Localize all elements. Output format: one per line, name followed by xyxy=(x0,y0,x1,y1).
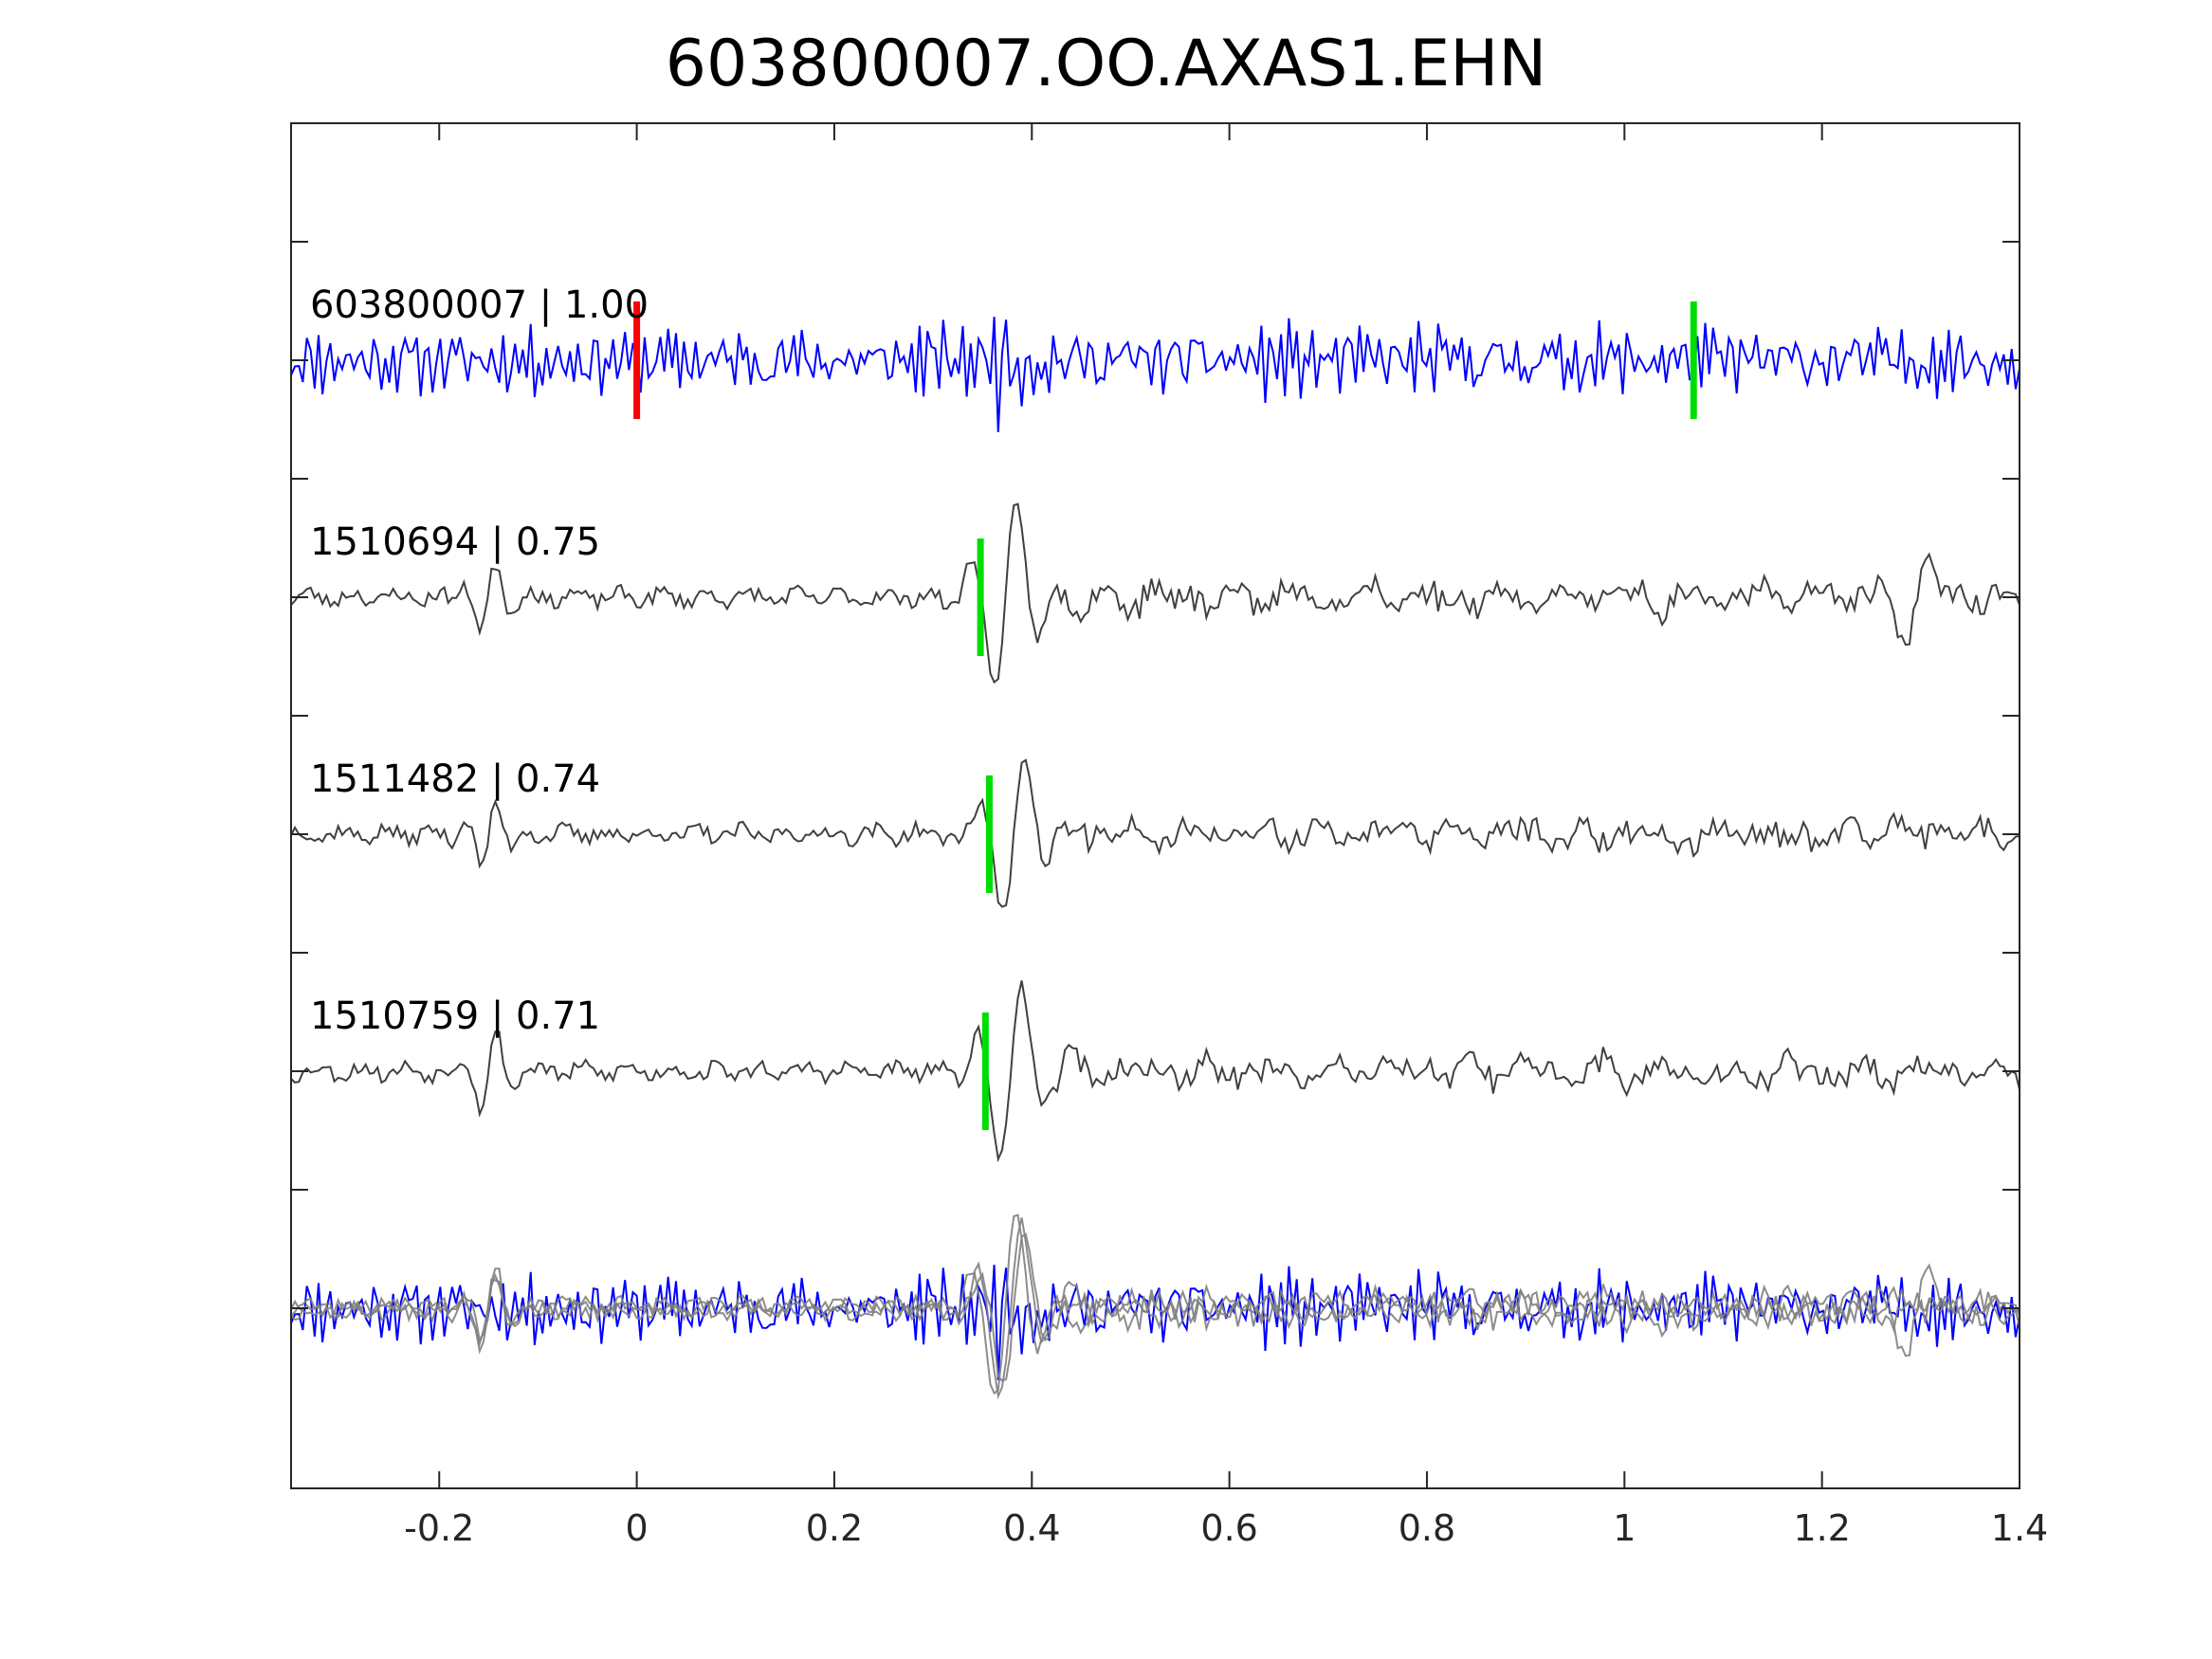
axes-box xyxy=(290,122,2020,1489)
x-tick-label: 0.6 xyxy=(1200,1507,1257,1549)
trace-1510694 xyxy=(290,502,2020,684)
x-tick-label: 0.4 xyxy=(1003,1507,1060,1549)
trace-1510759 xyxy=(290,980,2020,1163)
x-tick-label: 0.2 xyxy=(806,1507,863,1549)
x-tick-label: 0 xyxy=(626,1507,649,1549)
axes: -0.2 0 0.2 0.4 0.6 0.8 1 1.2 1.4 xyxy=(290,122,2048,1549)
trace-label-1511482: 1511482 | 0.74 xyxy=(310,757,600,801)
pick-layer xyxy=(633,301,1697,1130)
overlay-trace-1511482 xyxy=(290,1232,2020,1382)
label-layer: 603800007 | 1.00 1510694 | 0.75 1511482 | … xyxy=(310,283,649,1038)
trace-label-603800007: 603800007 | 1.00 xyxy=(310,283,649,327)
trace-603800007 xyxy=(290,317,2020,432)
x-tick-label: 1.4 xyxy=(1991,1507,2048,1549)
trace-label-1510759: 1510759 | 0.71 xyxy=(310,994,600,1038)
x-tick-label: 0.8 xyxy=(1398,1507,1455,1549)
trace-layer xyxy=(290,317,2020,1400)
x-tick-label: 1.2 xyxy=(1793,1507,1850,1549)
overlay-trace-1510759 xyxy=(290,1217,2020,1400)
overlay-trace-603800007 xyxy=(290,1265,2020,1380)
trace-1511482 xyxy=(290,758,2020,908)
x-tick-label: -0.2 xyxy=(404,1507,474,1549)
x-tick-label: 1 xyxy=(1613,1507,1636,1549)
chart-title: 603800007.OO.AXAS1.EHN xyxy=(665,27,1547,101)
trace-label-1510694: 1510694 | 0.75 xyxy=(310,520,600,564)
